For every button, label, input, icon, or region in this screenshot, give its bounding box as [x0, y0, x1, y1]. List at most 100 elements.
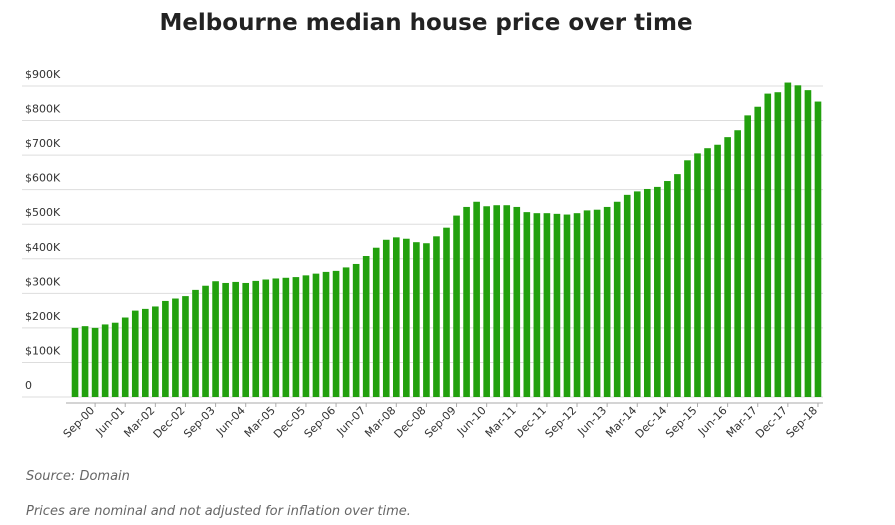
bar	[623, 194, 631, 397]
bar	[814, 101, 822, 398]
bar	[684, 160, 691, 397]
bar	[262, 279, 270, 397]
x-tick-label: Jun-10	[454, 404, 489, 439]
bar	[192, 289, 199, 397]
bar	[212, 281, 219, 397]
x-tick-label: Mar-02	[121, 404, 157, 440]
x-tick-label: Dec-08	[392, 404, 429, 441]
y-tick-label: $100K	[25, 344, 61, 357]
x-tick-label: Sep-00	[61, 404, 98, 441]
x-tick-label: Sep-06	[302, 404, 339, 441]
bar	[392, 237, 400, 397]
bar	[141, 308, 149, 397]
bar	[413, 242, 420, 397]
bar	[372, 247, 380, 397]
x-tick-label: Jun-07	[334, 404, 369, 439]
bar	[483, 206, 490, 397]
bar	[804, 90, 812, 397]
y-tick-label: 0	[25, 379, 32, 392]
bar	[633, 191, 641, 397]
x-tick-label: Dec-02	[151, 404, 188, 441]
note: Prices are nominal and not adjusted for …	[26, 504, 411, 519]
bar	[643, 188, 651, 397]
bar	[503, 205, 511, 397]
x-tick-label: Mar-17	[724, 404, 760, 440]
bar	[382, 239, 390, 397]
source: Source: Domain	[26, 469, 130, 484]
bar	[71, 327, 79, 397]
x-tick-label: Dec-11	[512, 404, 549, 441]
bar	[403, 238, 410, 397]
bar	[794, 85, 802, 397]
bar	[593, 209, 601, 397]
x-tick-label: Sep-09	[422, 404, 459, 441]
bar	[463, 206, 470, 397]
bar	[121, 317, 129, 397]
bar	[754, 106, 762, 397]
x-tick-label: Jun-01	[93, 404, 128, 439]
x-tick-label: Jun-13	[575, 404, 610, 439]
bar	[302, 275, 310, 397]
y-tick-label: $700K	[25, 137, 61, 150]
bar	[352, 263, 360, 397]
x-tick-label: Sep-12	[543, 404, 580, 441]
bar	[603, 206, 611, 397]
bar	[553, 213, 561, 397]
bar	[172, 298, 179, 397]
bar	[322, 271, 330, 397]
x-tick-label: Sep-03	[181, 404, 218, 441]
bar	[433, 236, 440, 397]
x-tick-label: Dec-05	[271, 404, 308, 441]
bar	[523, 212, 531, 397]
y-tick-label: $900K	[25, 68, 61, 81]
bar	[252, 280, 260, 397]
bar	[724, 137, 731, 398]
x-tick-label: Jun-16	[695, 404, 730, 439]
bar	[764, 93, 772, 397]
x-tick-label: Mar-11	[483, 404, 519, 440]
y-tick-label: $800K	[25, 103, 61, 116]
bar	[694, 153, 701, 397]
bar	[222, 282, 229, 397]
bar	[202, 285, 209, 397]
y-tick-label: $500K	[25, 206, 61, 219]
bar	[312, 273, 320, 397]
bar	[101, 324, 109, 397]
bar	[513, 206, 521, 397]
bar	[453, 215, 460, 397]
bar	[473, 201, 480, 397]
x-tick-label: Mar-05	[242, 404, 278, 440]
bar	[493, 205, 501, 397]
bar	[654, 186, 661, 397]
x-tick-label: Dec-17	[753, 404, 790, 441]
bar	[162, 300, 169, 397]
y-tick-label: $400K	[25, 241, 61, 254]
bar	[563, 214, 571, 397]
bar	[81, 326, 89, 397]
bar	[342, 267, 350, 397]
bar	[784, 82, 792, 398]
bar	[423, 243, 430, 397]
bar	[443, 227, 450, 397]
y-tick-label: $600K	[25, 172, 61, 185]
bar	[664, 181, 671, 397]
bar	[744, 115, 752, 397]
bar	[111, 322, 119, 397]
x-tick-label: Jun-04	[213, 404, 248, 439]
x-tick-label: Sep-15	[663, 404, 700, 441]
bar	[583, 210, 591, 397]
bar	[91, 327, 99, 397]
chart-title: Melbourne median house price over time	[159, 10, 692, 36]
bar	[573, 213, 581, 397]
bar	[543, 213, 551, 397]
x-tick-label: Dec-14	[633, 404, 670, 441]
bar	[533, 213, 541, 397]
bar	[734, 130, 741, 397]
y-tick-label: $300K	[25, 275, 61, 288]
bar	[674, 174, 681, 397]
bar	[272, 278, 280, 397]
bar	[182, 296, 189, 397]
bar	[613, 201, 621, 397]
bar	[242, 282, 250, 397]
